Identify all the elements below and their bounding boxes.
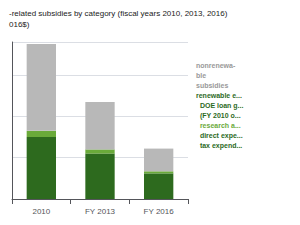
svg-text:(FY 2010 o...: (FY 2010 o... [196, 112, 241, 120]
svg-text:2010: 2010 [32, 207, 50, 216]
svg-text:tax expend...: tax expend... [196, 142, 242, 150]
svg-text:DOE loan g...: DOE loan g... [196, 102, 244, 110]
svg-text:renewable e...: renewable e... [196, 92, 242, 99]
svg-text:nonrenewa-: nonrenewa- [196, 62, 236, 69]
svg-text:FY 2016: FY 2016 [144, 207, 175, 216]
svg-text:016$): 016$) [9, 20, 30, 29]
svg-text:research a...: research a... [196, 122, 241, 129]
svg-text:subsidies: subsidies [196, 82, 228, 89]
svg-text:FY 2013: FY 2013 [85, 207, 116, 216]
svg-text:-related subsidies by category: -related subsidies by category (fiscal y… [9, 9, 228, 18]
svg-text:direct expe...: direct expe... [196, 132, 243, 140]
svg-text:ble: ble [196, 72, 206, 79]
